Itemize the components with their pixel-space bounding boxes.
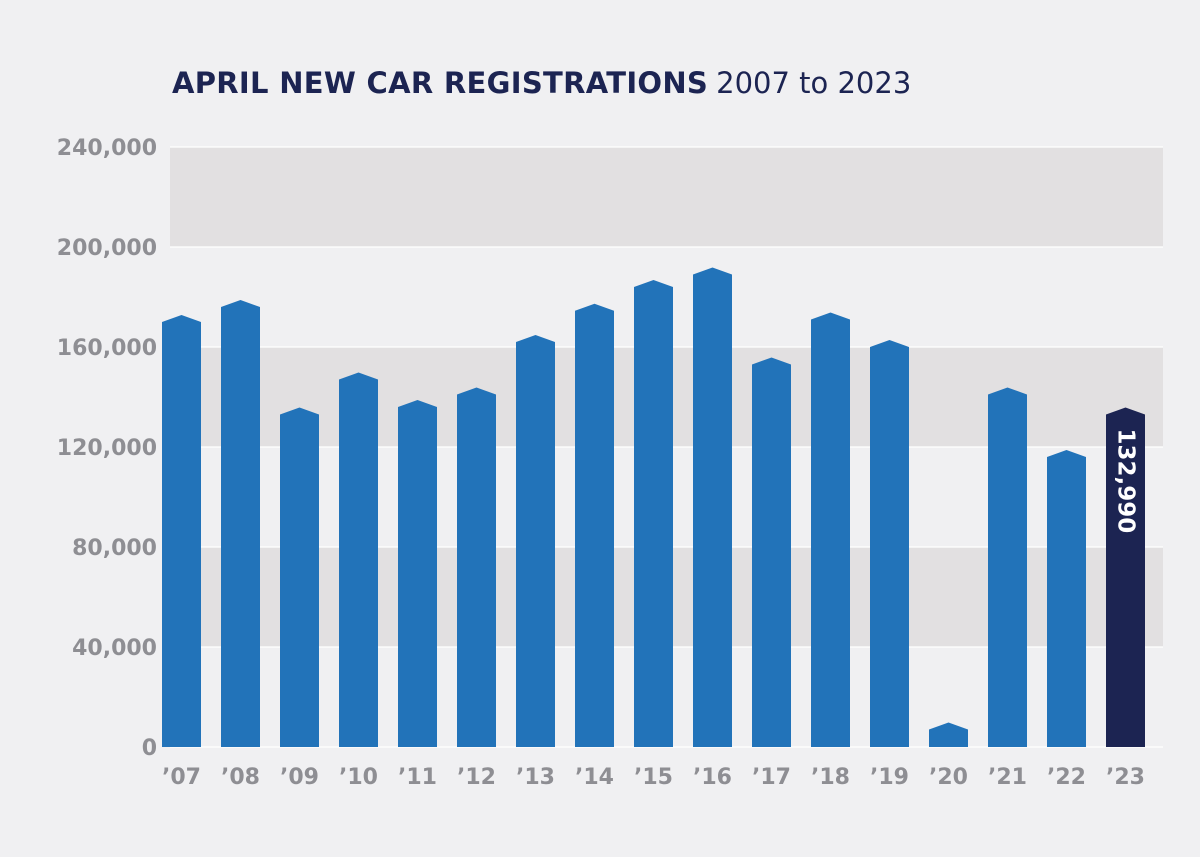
x-tick-label: ’20: [929, 765, 968, 790]
x-tick-label: ’18: [811, 765, 850, 790]
chart-subtitle: 2007 to 2023: [716, 66, 912, 100]
bar: [398, 400, 437, 747]
y-tick-label: 200,000: [57, 236, 157, 261]
bar: [693, 267, 732, 747]
bar: [929, 722, 968, 747]
y-tick-label: 120,000: [57, 436, 157, 461]
x-tick-label: ’16: [693, 765, 732, 790]
bar: [752, 357, 791, 747]
bar: [457, 387, 496, 747]
bar: [162, 315, 201, 747]
x-tick-label: ’17: [752, 765, 791, 790]
x-tick-label: ’10: [339, 765, 378, 790]
bar: [1047, 450, 1086, 747]
x-tick-label: ’21: [988, 765, 1027, 790]
bar: [988, 387, 1027, 747]
x-tick-label: ’14: [575, 765, 614, 790]
y-tick-label: 80,000: [72, 536, 157, 561]
chart-title-main: APRIL NEW CAR REGISTRATIONS: [172, 66, 709, 100]
grid-band: [170, 147, 1163, 247]
x-tick-label: ’11: [398, 765, 437, 790]
bar: [516, 335, 555, 747]
bar-highlight: [1106, 407, 1145, 747]
x-tick-label: ’08: [221, 765, 260, 790]
bar: [575, 303, 614, 747]
y-tick-label: 40,000: [72, 636, 157, 661]
chart-title: APRIL NEW CAR REGISTRATIONS 2007 to 2023: [172, 66, 911, 100]
x-tick-label: ’07: [162, 765, 201, 790]
x-tick-label: ’13: [516, 765, 555, 790]
x-tick-label: ’12: [457, 765, 496, 790]
bar: [280, 407, 319, 747]
data-label: 132,990: [1113, 429, 1139, 534]
x-tick-label: ’15: [634, 765, 673, 790]
y-tick-label: 160,000: [57, 336, 157, 361]
y-tick-label: 240,000: [57, 136, 157, 161]
bar: [339, 372, 378, 747]
bar: [811, 312, 850, 747]
bar: [634, 280, 673, 747]
y-tick-label: 0: [142, 736, 157, 761]
x-tick-label: ’22: [1047, 765, 1086, 790]
bar: [870, 340, 909, 747]
x-tick-label: ’23: [1106, 765, 1145, 790]
bar: [221, 300, 260, 747]
x-tick-label: ’09: [280, 765, 319, 790]
x-tick-label: ’19: [870, 765, 909, 790]
